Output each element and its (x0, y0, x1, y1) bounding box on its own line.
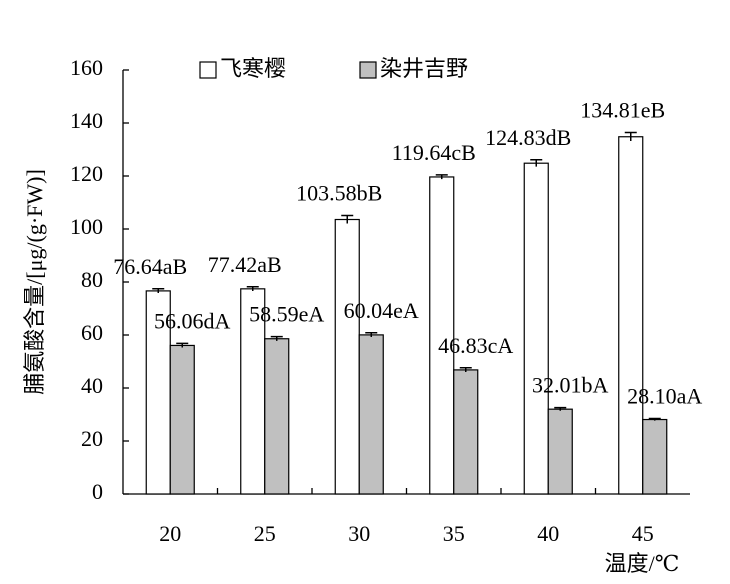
error-bar (435, 174, 448, 180)
data-label: 134.81eB (580, 98, 665, 123)
bar (547, 408, 573, 495)
legend-label: 飞寒樱 (220, 56, 286, 81)
y-tick-label: 60 (81, 320, 103, 345)
x-tick-label: 30 (348, 521, 370, 546)
y-tick-label: 100 (70, 214, 103, 239)
y-tick-label: 40 (81, 373, 103, 398)
data-label: 119.64cB (392, 140, 476, 165)
legend-label: 染井吉野 (380, 56, 468, 81)
data-label: 58.59eA (249, 302, 324, 327)
error-bar (152, 288, 165, 294)
data-label: 56.06dA (154, 308, 231, 333)
bar (429, 176, 455, 495)
bar (642, 418, 668, 495)
data-label: 28.10aA (627, 384, 702, 409)
y-tick-label: 0 (92, 479, 103, 504)
error-bar (270, 335, 283, 341)
error-bar (648, 417, 661, 421)
bar (523, 162, 549, 495)
x-tick-label: 45 (632, 521, 654, 546)
bar (145, 290, 171, 495)
error-bar (459, 367, 472, 373)
y-tick-label: 120 (70, 161, 103, 186)
x-tick-label: 25 (254, 521, 276, 546)
data-label: 60.04eA (344, 298, 419, 323)
data-label: 124.83dB (485, 125, 571, 150)
x-tick-label: 40 (537, 521, 559, 546)
error-bar (246, 285, 259, 291)
data-label: 77.42aB (208, 252, 282, 277)
bar (264, 338, 290, 495)
data-label: 103.58bB (296, 181, 382, 206)
error-bar (554, 406, 567, 411)
bar (358, 334, 384, 495)
bar (334, 218, 360, 495)
error-bar (176, 342, 189, 348)
legend-swatch (199, 61, 217, 79)
error-bar (341, 214, 354, 224)
y-tick-label: 160 (70, 55, 103, 80)
bar (453, 369, 479, 495)
data-label: 46.83cA (438, 333, 513, 358)
y-tick-label: 140 (70, 108, 103, 133)
error-bar (624, 131, 637, 141)
error-bar (365, 332, 378, 338)
y-tick-label: 20 (81, 426, 103, 451)
bar (169, 344, 195, 495)
y-axis-label: 脯氨酸含量/[μg/(g·FW)] (22, 169, 47, 395)
data-label: 76.64aB (113, 254, 187, 279)
bar (618, 136, 644, 495)
bar (240, 288, 266, 495)
data-label: 32.01bA (532, 373, 609, 398)
error-bar (530, 159, 543, 167)
legend-swatch (359, 61, 377, 79)
x-tick-label: 20 (159, 521, 181, 546)
y-tick-label: 80 (81, 267, 103, 292)
x-tick-label: 35 (443, 521, 465, 546)
x-axis-label: 温度/℃ (605, 551, 680, 576)
